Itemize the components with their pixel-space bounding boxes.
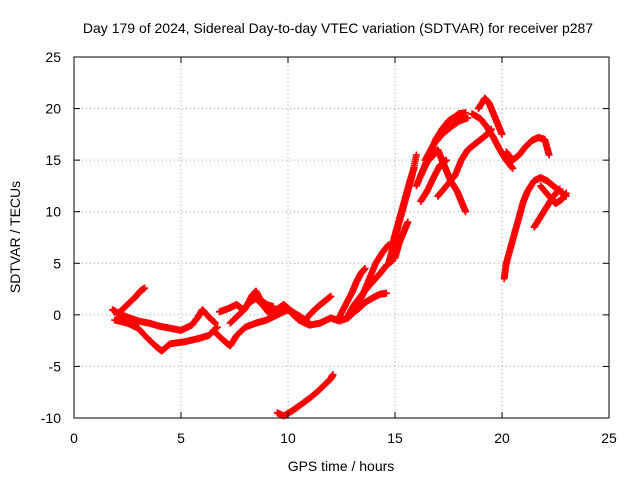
data-point xyxy=(464,114,472,122)
series-s20 xyxy=(434,125,495,200)
x-tick-label: 0 xyxy=(70,430,78,446)
series-s15 xyxy=(391,218,412,262)
data-point xyxy=(412,151,420,159)
x-axis-label: GPS time / hours xyxy=(288,458,395,474)
grid-lines xyxy=(74,57,609,418)
data-point xyxy=(498,130,506,138)
series-s17 xyxy=(417,156,450,205)
data-point xyxy=(361,264,369,272)
data-point xyxy=(509,164,517,172)
y-tick-label: 0 xyxy=(53,307,61,323)
y-tick-label: 25 xyxy=(45,49,61,65)
data-point xyxy=(141,284,149,292)
x-tick-label: 25 xyxy=(601,430,617,446)
series-s10 xyxy=(335,264,369,321)
data-point xyxy=(329,371,337,379)
series-s6 xyxy=(226,287,277,327)
y-tick-label: 10 xyxy=(45,204,61,220)
series-s8 xyxy=(273,371,337,420)
series-s25 xyxy=(530,185,564,231)
series-s14 xyxy=(389,163,418,247)
data-point xyxy=(404,218,412,226)
y-tick-label: -5 xyxy=(49,358,62,374)
data-point xyxy=(305,319,313,327)
data-point xyxy=(410,163,418,171)
series-s3 xyxy=(113,284,149,319)
plot-frame xyxy=(73,56,610,419)
data-point xyxy=(562,189,570,197)
chart-title: Day 179 of 2024, Sidereal Day-to-day VTE… xyxy=(83,20,593,36)
data-point xyxy=(213,323,221,331)
series-s21 xyxy=(468,110,517,172)
series-s2 xyxy=(111,316,221,355)
series-s7 xyxy=(301,292,335,324)
series-s19 xyxy=(421,114,472,164)
data-point xyxy=(269,303,277,311)
y-tick-label: 15 xyxy=(45,152,61,168)
x-tick-label: 10 xyxy=(280,430,296,446)
data-point xyxy=(327,292,335,300)
y-axis-label: SDTVAR / TECUs xyxy=(7,181,23,293)
data-points xyxy=(109,94,570,420)
y-tick-label: 5 xyxy=(53,255,61,271)
x-tick-label: 5 xyxy=(177,430,185,446)
data-point xyxy=(442,156,450,164)
series-s26 xyxy=(537,182,570,207)
y-tick-label: 20 xyxy=(45,101,61,117)
axis-ticks: 0 5 10 15 20 25 -10 -5 0 5 10 15 20 25 xyxy=(41,49,617,446)
x-tick-label: 20 xyxy=(494,430,510,446)
series-s22 xyxy=(474,94,506,138)
x-tick-label: 15 xyxy=(387,430,403,446)
data-point xyxy=(382,289,390,297)
series-s12 xyxy=(352,241,393,314)
data-point xyxy=(545,151,553,159)
series-s24 xyxy=(502,133,553,164)
y-tick-label: -10 xyxy=(41,410,61,426)
data-point xyxy=(462,208,470,216)
data-point xyxy=(556,185,564,193)
